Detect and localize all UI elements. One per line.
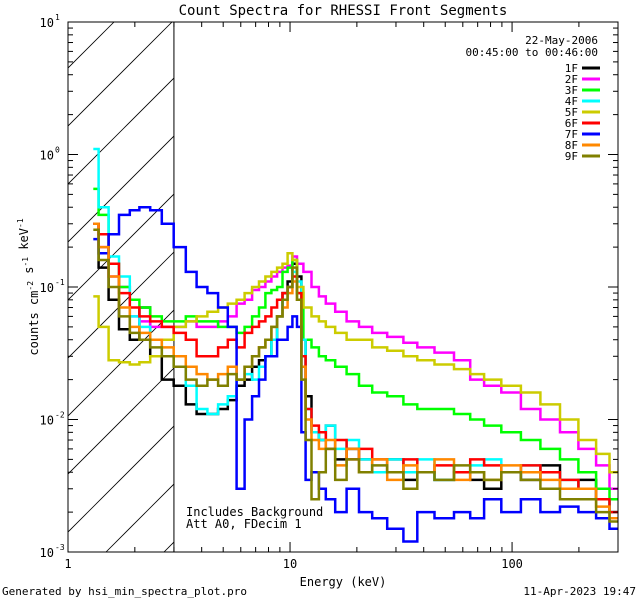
hatch-line [68,367,174,475]
hatch-line [570,0,640,552]
footer-timestamp: 11-Apr-2023 19:47 [523,585,636,598]
y-axis-label: counts cm-2 s-1 keV-1 [16,218,41,355]
legend-time-range: 00:45:00 to 00:46:00 [466,46,598,59]
hatch-line [0,0,126,552]
y-tick-exponent: 0 [55,146,60,155]
y-tick-exponent: -3 [55,543,65,552]
legend-label-7F: 7F [565,128,578,141]
series-9F [93,228,618,523]
y-tick-label: 10 [40,149,54,163]
series-5F [93,251,618,474]
hatch-line [68,22,173,127]
legend-label-6F: 6F [565,117,578,130]
hatch-line [338,0,640,552]
x-tick-label: 10 [283,557,297,571]
series-3F [93,187,618,501]
x-tick-label: 1 [64,557,71,571]
series-4F [93,147,618,514]
y-tick-label: 10 [40,546,54,560]
hatch-line [68,425,174,533]
hatch-line [396,0,640,552]
hatch-line [68,22,115,69]
y-tick-exponent: -2 [55,411,65,420]
y-tick-label: 10 [40,16,54,30]
annotation-attenuator: Att A0, FDecim 1 [186,517,302,531]
hatch-line [454,0,640,552]
y-tick-label: 10 [40,414,54,428]
hatch-line [68,193,174,301]
annotation-background: Includes Background [186,505,323,519]
series-8F [93,222,618,520]
y-tick-exponent: 1 [55,13,60,22]
y-tick-exponent: -1 [55,278,65,287]
hatched-background-region [0,0,640,552]
hatch-line [68,135,174,243]
y-tick-label: 10 [40,281,54,295]
legend-label-3F: 3F [565,84,578,97]
chart-title: Count Spectra for RHESSI Front Segments [179,3,508,19]
footer-generated-by: Generated by hsi_min_spectra_plot.pro [2,585,247,598]
legend-label-5F: 5F [565,106,578,119]
hatch-line [628,0,640,552]
series-6F [93,222,618,514]
legend-date: 22-May-2006 [525,34,598,47]
legend-label-2F: 2F [565,73,578,86]
legend-label-8F: 8F [565,139,578,152]
legend-label-9F: 9F [565,150,578,163]
x-axis-label: Energy (keV) [300,575,387,589]
legend-label-1F: 1F [565,62,578,75]
series-7F [93,205,618,543]
x-tick-label: 100 [501,557,523,571]
legend-label-4F: 4F [565,95,578,108]
